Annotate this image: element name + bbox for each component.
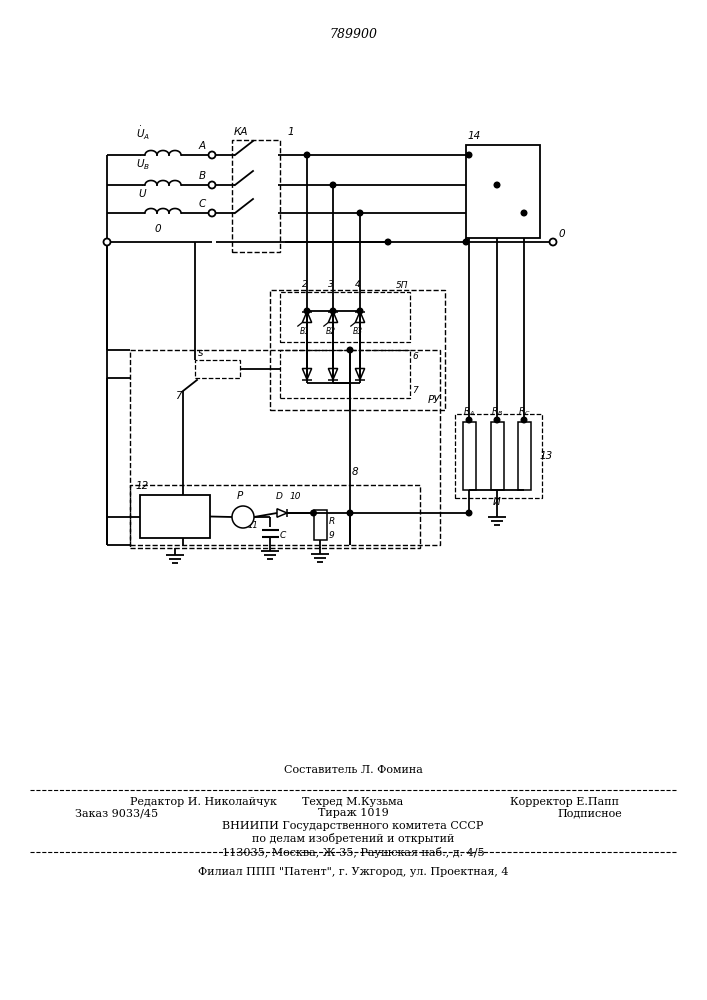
- Circle shape: [463, 239, 469, 245]
- Circle shape: [466, 152, 472, 158]
- Text: $R_A$: $R_A$: [463, 406, 475, 418]
- Circle shape: [466, 417, 472, 423]
- Text: $R_B$: $R_B$: [491, 406, 503, 418]
- Text: 7: 7: [412, 386, 418, 395]
- Bar: [232, 140, 280, 252]
- Text: B: B: [199, 171, 206, 181]
- Text: 12: 12: [135, 481, 148, 491]
- Text: В3: В3: [353, 327, 363, 336]
- Text: P: P: [237, 491, 243, 501]
- Bar: [462, 422, 476, 490]
- Text: Составитель Л. Фомина: Составитель Л. Фомина: [284, 765, 423, 775]
- Text: РУ: РУ: [427, 395, 440, 405]
- Circle shape: [494, 182, 500, 188]
- Text: И: И: [493, 497, 501, 507]
- Bar: [195, 360, 240, 378]
- Circle shape: [209, 210, 216, 217]
- Circle shape: [521, 417, 527, 423]
- Text: 113035, Москва, Ж-35, Раушская наб., д. 4/5: 113035, Москва, Ж-35, Раушская наб., д. …: [222, 846, 484, 857]
- Circle shape: [357, 308, 363, 314]
- Text: Подписное: Подписное: [558, 808, 622, 818]
- Bar: [518, 422, 530, 490]
- Circle shape: [304, 308, 310, 314]
- Text: $\dot{U}$: $\dot{U}$: [139, 185, 148, 200]
- Circle shape: [347, 510, 353, 516]
- Text: 3: 3: [328, 280, 334, 289]
- Bar: [270, 290, 445, 410]
- Circle shape: [330, 308, 336, 314]
- Text: Техред М.Кузьма: Техред М.Кузьма: [303, 797, 404, 807]
- Text: ВНИИПИ Государственного комитета СССР: ВНИИПИ Государственного комитета СССР: [222, 821, 484, 831]
- Circle shape: [385, 239, 391, 245]
- Text: 0: 0: [558, 229, 565, 239]
- Bar: [280, 350, 410, 398]
- Text: 789900: 789900: [329, 28, 377, 41]
- Text: R: R: [329, 518, 335, 526]
- Text: Тираж 1019: Тираж 1019: [317, 808, 388, 818]
- Bar: [140, 495, 210, 538]
- Text: D: D: [276, 492, 282, 501]
- Bar: [491, 422, 503, 490]
- Text: 8: 8: [352, 467, 358, 477]
- Text: 2: 2: [302, 280, 308, 289]
- Circle shape: [466, 510, 472, 516]
- Bar: [313, 510, 327, 540]
- Circle shape: [549, 238, 556, 245]
- Text: 9: 9: [329, 530, 334, 540]
- Text: 14: 14: [468, 131, 481, 141]
- Circle shape: [304, 152, 310, 158]
- Text: В2: В2: [326, 327, 336, 336]
- Circle shape: [330, 182, 336, 188]
- Text: ЭД: ЭД: [491, 184, 515, 198]
- Circle shape: [209, 182, 216, 188]
- Text: $\dot{U}_A$: $\dot{U}_A$: [136, 125, 150, 142]
- Circle shape: [347, 347, 353, 353]
- Text: Филиал ППП "Патент", г. Ужгород, ул. Проектная, 4: Филиал ППП "Патент", г. Ужгород, ул. Про…: [198, 867, 508, 877]
- Bar: [130, 485, 420, 548]
- Circle shape: [232, 506, 254, 528]
- Text: 7: 7: [175, 391, 182, 401]
- Text: 6: 6: [412, 352, 418, 361]
- Circle shape: [103, 238, 110, 245]
- Text: 4: 4: [355, 280, 361, 289]
- Bar: [130, 350, 440, 545]
- Text: по делам изобретений и открытий: по делам изобретений и открытий: [252, 834, 454, 844]
- Text: 5П: 5П: [395, 281, 408, 290]
- Circle shape: [310, 510, 316, 516]
- Text: 0: 0: [155, 224, 161, 234]
- Bar: [280, 292, 410, 342]
- Text: A: A: [199, 141, 206, 151]
- Text: Заказ 9033/45: Заказ 9033/45: [75, 808, 158, 818]
- Text: ИП: ИП: [164, 510, 186, 523]
- Circle shape: [494, 417, 500, 423]
- Text: C: C: [199, 199, 206, 209]
- Text: s: s: [198, 348, 204, 358]
- Text: 10: 10: [290, 492, 301, 501]
- Text: C: C: [280, 530, 286, 540]
- Text: 13: 13: [540, 451, 554, 461]
- Text: $R_C$: $R_C$: [518, 406, 530, 418]
- Text: 11: 11: [247, 520, 258, 530]
- Circle shape: [357, 210, 363, 216]
- Bar: [466, 145, 540, 238]
- Text: 1: 1: [287, 127, 293, 137]
- Text: Корректор Е.Папп: Корректор Е.Папп: [510, 797, 619, 807]
- Bar: [455, 414, 542, 498]
- Text: Редактор И. Николайчук: Редактор И. Николайчук: [130, 797, 277, 807]
- Text: $\dot{U}_B$: $\dot{U}_B$: [136, 155, 150, 172]
- Text: КА: КА: [234, 127, 248, 137]
- Circle shape: [521, 210, 527, 216]
- Circle shape: [209, 151, 216, 158]
- Text: В1: В1: [300, 327, 310, 336]
